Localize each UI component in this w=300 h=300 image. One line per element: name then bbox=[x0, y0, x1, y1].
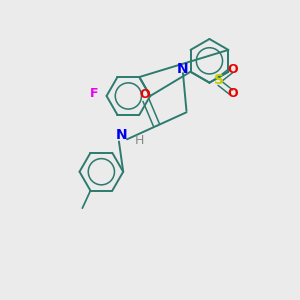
Text: O: O bbox=[227, 87, 238, 100]
Text: S: S bbox=[214, 73, 224, 87]
Text: O: O bbox=[227, 63, 238, 76]
Text: H: H bbox=[134, 134, 144, 147]
Text: N: N bbox=[177, 62, 188, 76]
Text: F: F bbox=[90, 87, 99, 100]
Text: N: N bbox=[116, 128, 127, 142]
Text: O: O bbox=[139, 88, 150, 101]
